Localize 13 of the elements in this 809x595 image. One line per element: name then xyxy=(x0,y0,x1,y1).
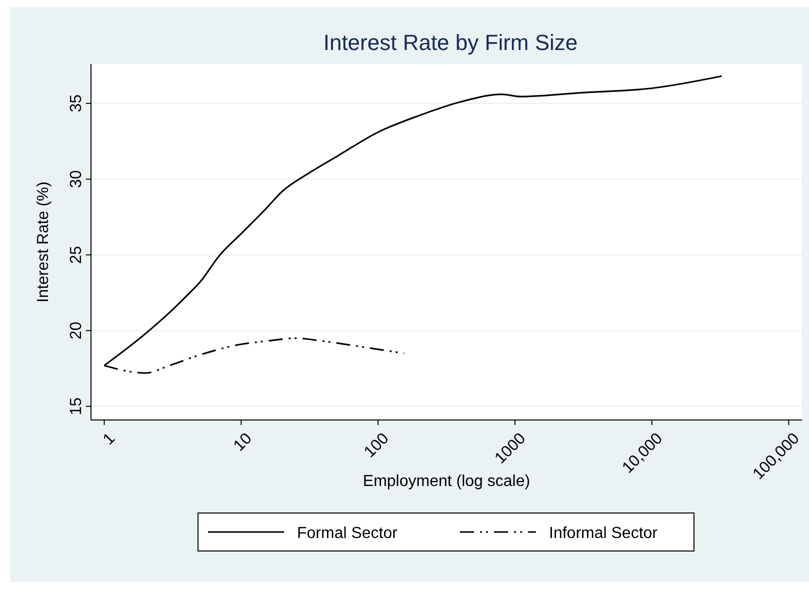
y-tick-label: 20 xyxy=(68,322,85,340)
y-tick-label: 35 xyxy=(68,94,85,112)
y-axis-title: Interest Rate (%) xyxy=(35,182,52,302)
x-tick-label: 100 xyxy=(361,430,392,462)
chart-title: Interest Rate by Firm Size xyxy=(323,30,578,55)
legend-label: Formal Sector xyxy=(297,525,398,542)
y-tick-label: 30 xyxy=(68,170,85,188)
x-axis-title: Employment (log scale) xyxy=(362,473,530,490)
x-tick-label: 1 xyxy=(100,430,119,448)
legend-label: Informal Sector xyxy=(549,525,658,542)
y-tick-label: 15 xyxy=(68,397,85,416)
y-tick-label: 25 xyxy=(68,246,85,264)
x-tick-label: 10 xyxy=(230,430,256,455)
